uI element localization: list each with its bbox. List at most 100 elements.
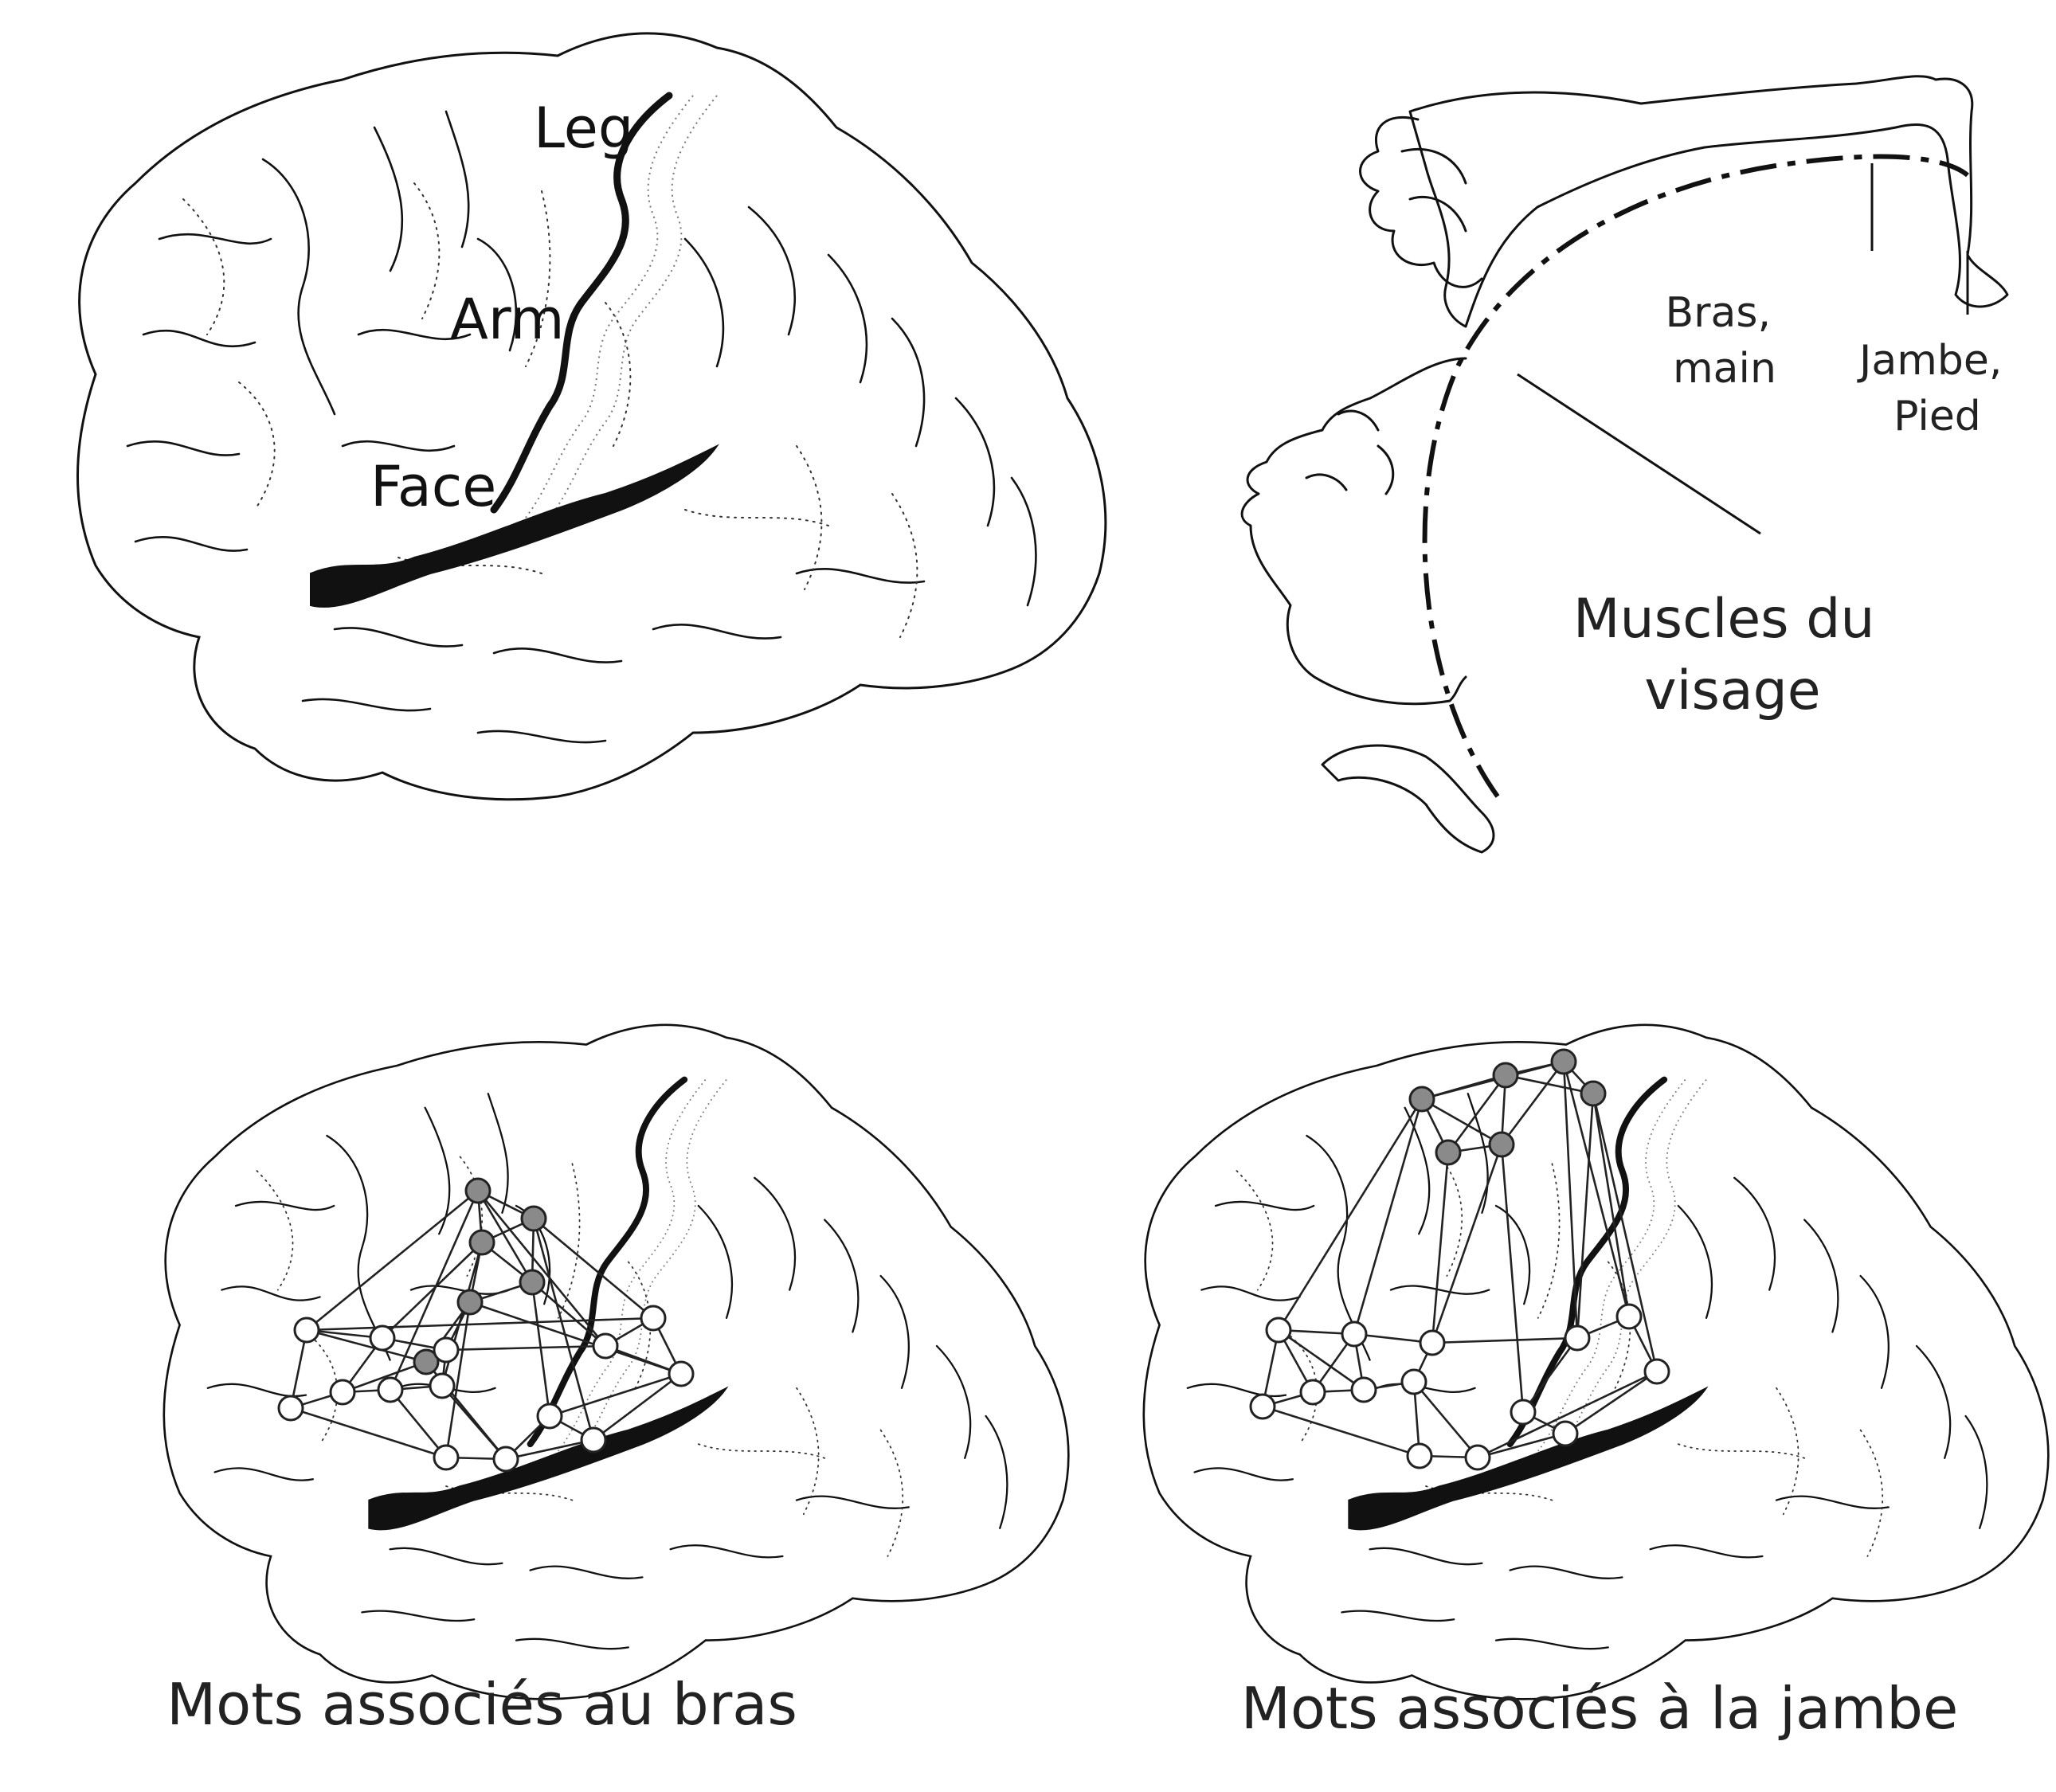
network-edge: [505, 1438, 594, 1461]
network-edge: [533, 1218, 654, 1319]
network-edge: [306, 1189, 479, 1332]
label-leg: Leg: [534, 96, 633, 161]
language-node: [277, 1395, 304, 1422]
motor-node: [456, 1289, 484, 1316]
language-node: [433, 1444, 460, 1471]
network-edge: [1565, 1370, 1658, 1435]
network-edge: [469, 1301, 682, 1375]
language-node: [1406, 1442, 1433, 1469]
language-node: [1643, 1358, 1670, 1385]
tongue-drawing: [1321, 744, 1495, 854]
language-node: [293, 1317, 320, 1344]
language-node: [1564, 1324, 1591, 1352]
network-edge: [1277, 1098, 1424, 1331]
network-edge: [593, 1372, 682, 1442]
language-node: [433, 1336, 460, 1364]
motor-node: [413, 1348, 440, 1375]
network-edge: [1592, 1093, 1631, 1317]
network-edge: [1592, 1093, 1659, 1372]
network-edge: [1353, 1098, 1424, 1335]
motor-node: [468, 1229, 495, 1256]
language-node: [1299, 1379, 1326, 1406]
label-face: Face: [370, 454, 496, 519]
language-node: [429, 1372, 456, 1399]
motor-node: [1408, 1086, 1435, 1113]
network-edge: [445, 1344, 606, 1352]
hand-drawing: [1359, 115, 1483, 288]
motor-node: [464, 1177, 491, 1204]
network-edge: [1431, 1336, 1578, 1344]
language-node: [1510, 1399, 1537, 1426]
language-node: [492, 1446, 519, 1473]
network-edge: [531, 1281, 551, 1417]
network-edge: [532, 1218, 595, 1441]
label-jambe-pied: Jambe, Pied: [1857, 337, 2015, 440]
network-edge: [1477, 1370, 1658, 1459]
language-node: [580, 1426, 607, 1454]
language-node: [329, 1379, 356, 1406]
top-brain-diagram: Leg Arm Face: [78, 33, 1106, 800]
language-node: [640, 1305, 667, 1332]
language-node: [1341, 1321, 1368, 1348]
caption-leg-words: Mots associés à la jambe: [1241, 1675, 1959, 1742]
language-node: [1552, 1420, 1579, 1447]
network-edge: [549, 1372, 682, 1418]
network-edge: [476, 1190, 534, 1283]
network-edge: [1562, 1061, 1579, 1339]
network-edge: [1447, 1074, 1507, 1153]
network-edge: [290, 1407, 447, 1459]
language-node: [536, 1403, 563, 1430]
network-edge: [1576, 1093, 1595, 1339]
motor-node: [519, 1269, 546, 1296]
language-node: [1400, 1368, 1427, 1395]
label-muscles-visage: Muscles du visage: [1573, 588, 1892, 722]
network-edge: [1477, 1432, 1566, 1459]
motor-node: [1488, 1131, 1515, 1158]
language-node: [1615, 1303, 1643, 1330]
motor-node: [1435, 1139, 1462, 1166]
language-node: [1464, 1444, 1491, 1471]
motor-node: [1492, 1062, 1519, 1089]
network-edge: [1500, 1144, 1525, 1413]
network-edge: [1562, 1061, 1631, 1317]
language-node: [1350, 1376, 1377, 1403]
language-node: [592, 1332, 619, 1360]
network-edge: [1431, 1144, 1503, 1344]
motor-node: [520, 1205, 547, 1232]
network-edge: [289, 1329, 308, 1409]
network-edge: [1500, 1061, 1565, 1145]
label-arm: Arm: [450, 287, 565, 352]
language-node: [369, 1324, 396, 1352]
language-node: [1265, 1317, 1292, 1344]
language-node: [668, 1360, 695, 1387]
motor-node: [1580, 1080, 1607, 1107]
network-edge: [306, 1328, 427, 1364]
network-edge: [342, 1360, 427, 1394]
language-node: [1419, 1329, 1446, 1356]
network-edge: [531, 1281, 606, 1347]
network-edge: [389, 1389, 448, 1458]
motor-homunculus: Bras, main Jambe, Pied Muscles du visage: [1240, 75, 2015, 854]
motor-node: [1550, 1048, 1577, 1075]
network-edge: [1262, 1405, 1420, 1457]
network-edge: [382, 1242, 483, 1339]
network-edge: [1413, 1381, 1478, 1458]
network-edge: [1431, 1152, 1450, 1344]
homunculus-arc: [1422, 154, 1969, 798]
leg-foot-drawing: [1408, 75, 2009, 328]
arm-network: [277, 1177, 695, 1473]
language-node: [1249, 1393, 1276, 1420]
network-edge: [1505, 1074, 1594, 1095]
arm-network-brain: [164, 1025, 1069, 1699]
network-edge: [306, 1317, 654, 1332]
network-edge: [1278, 1328, 1365, 1391]
network-edge: [441, 1385, 507, 1460]
pointer-face: [1517, 373, 1761, 535]
leg-network: [1249, 1048, 1670, 1471]
face-drawing: [1240, 357, 1467, 706]
network-edge: [1521, 1337, 1579, 1413]
caption-arm-words: Mots associés au bras: [166, 1671, 797, 1738]
label-bras-main: Bras, main: [1665, 289, 1784, 393]
leg-network-brain: [1144, 1025, 2049, 1699]
